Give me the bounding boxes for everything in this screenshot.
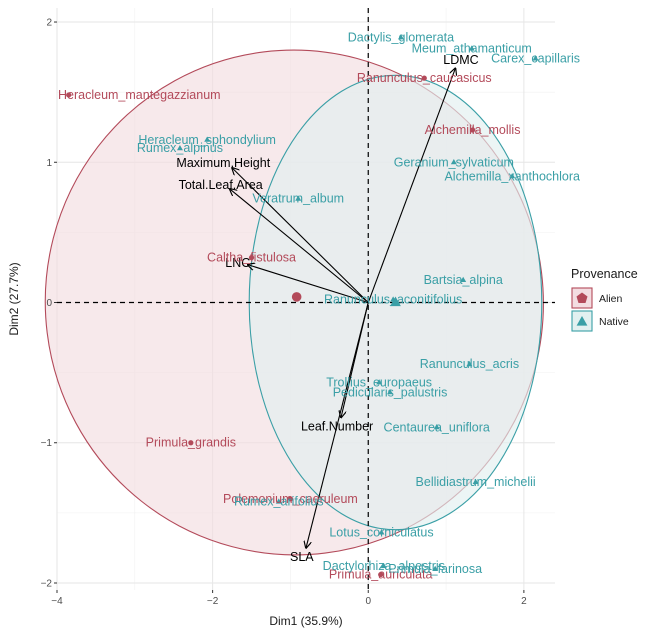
arrow-maximum-height <box>232 168 369 303</box>
point-primula-auriculata <box>378 571 384 578</box>
x-axis-title: Dim1 (35.9%) <box>269 614 342 628</box>
y-tick-label: −1 <box>41 438 53 449</box>
point-label-bartsia-alpina: Bartsia_alpina <box>424 273 503 287</box>
point-bartsia-alpina <box>460 276 467 283</box>
point-label-lotus-corniculatus: Lotus_corniculatus <box>329 526 433 540</box>
variable-label-ldmc: LDMC <box>443 53 478 67</box>
centroid-native <box>390 296 401 307</box>
x-tick-label: −4 <box>51 596 63 607</box>
point-label-alchemilla-mollis: Alchemilla_mollis <box>425 123 521 137</box>
y-tick-label: −2 <box>41 578 53 589</box>
point-ranunculus-acris <box>466 360 473 367</box>
point-label-carex-capillaris: Carex_capillaris <box>491 51 580 65</box>
variable-label-lnc: LNC <box>225 256 250 270</box>
point-trollius-europaeus <box>376 379 383 385</box>
point-label-alchemilla-xanthochlora: Alchemilla_xanthochlora <box>444 169 580 183</box>
data-points <box>66 34 539 578</box>
y-axis-title: Dim2 (27.7%) <box>7 262 21 335</box>
point-label-trollius-europaeus: Trollius_europaeus <box>326 375 432 389</box>
zero-lines <box>57 8 555 590</box>
point-meum-athamanticum <box>468 45 475 51</box>
point-label-primula-auriculata: Primula_auriculata <box>329 568 433 582</box>
point-alchemilla-xanthochlora <box>509 172 516 179</box>
variable-arrows: LDMCMaximum.HeightTotal.Leaf.AreaLNCLeaf… <box>176 53 478 564</box>
variable-label-maximum-height: Maximum.Height <box>176 156 270 170</box>
arrow-lnc <box>248 265 369 304</box>
point-label-polemonium-caeruleum: Polemonium_caeruleum <box>223 492 358 506</box>
point-geranium-sylvaticum <box>450 158 457 165</box>
y-tick-label: 1 <box>46 158 52 169</box>
x-tick-label: −2 <box>207 596 219 607</box>
point-alchemilla-mollis <box>469 127 476 133</box>
point-label-heracleum-mantegazzianum: Heracleum_mantegazzianum <box>58 88 221 102</box>
axis-ticks: −4 −2 0 2 −2 −1 0 1 2 <box>41 18 528 607</box>
point-heracleum-sphondylium <box>204 136 211 142</box>
point-label-dactylorhiza-alpestris: Dactylorhiza_alpestris <box>323 559 445 573</box>
point-label-ranunculus-aconitifolius: Ranunculus_aconitifolius <box>324 293 462 307</box>
arrow-sla <box>306 302 369 548</box>
point-label-rumex-alpinus: Rumex_alpinus <box>137 141 223 155</box>
legend-symbol-alien <box>576 292 588 303</box>
point-ranunculus-caucasicus <box>421 75 427 81</box>
centroid-alien <box>291 292 302 302</box>
variable-label-sla: SLA <box>290 550 314 564</box>
point-label-veratrum-album: Veratrum_album <box>252 192 344 206</box>
y-tick-label: 0 <box>46 298 52 309</box>
point-lotus-corniculatus <box>378 529 385 535</box>
point-label-primula-farinosa: Primula_farinosa <box>388 562 482 576</box>
point-centaurea-uniflora <box>433 424 440 430</box>
point-dactylis-glomerata <box>397 34 404 40</box>
x-tick-label: 0 <box>365 596 371 607</box>
point-bellidiastrum-michelii <box>472 478 479 484</box>
point-polemonium-caeruleum <box>287 496 294 502</box>
point-pedicularis-palustris <box>387 388 394 395</box>
point-label-ranunculus-caucasicus: Ranunculus_caucasicus <box>357 71 492 85</box>
point-dactylorhiza-alpestris <box>380 562 387 569</box>
point-rumex-arifolius <box>275 498 282 504</box>
point-carex-capillaris <box>532 55 539 61</box>
point-label-rumex-arifolius: Rumex_arifolius <box>234 495 324 509</box>
point-label-bellidiastrum-michelii: Bellidiastrum_michelii <box>416 475 536 489</box>
y-tick-label: 2 <box>46 18 52 29</box>
point-caltha-fistulosa <box>248 255 255 261</box>
point-primula-farinosa <box>432 565 439 571</box>
point-labels: Heracleum_mantegazzianum Ranunculus_cauca… <box>58 30 580 581</box>
legend-label-native: Native <box>599 316 629 328</box>
point-label-primula-grandis: Primula_grandis <box>146 436 236 450</box>
legend: Provenance Alien Native <box>571 267 638 332</box>
legend-title: Provenance <box>571 267 638 281</box>
x-tick-label: 2 <box>521 596 527 607</box>
point-label-heracleum-sphondylium: Heracleum_sphondylium <box>138 133 276 147</box>
legend-label-alien: Alien <box>599 293 623 305</box>
point-rumex-alpinus <box>176 144 183 151</box>
point-label-caltha-fistulosa: Caltha_fistulosa <box>207 251 296 265</box>
point-label-centaurea-uniflora: Centaurea_uniflora <box>384 420 490 434</box>
point-label-ranunculus-acris: Ranunculus_acris <box>420 357 519 371</box>
point-primula-grandis <box>188 440 194 446</box>
variable-label-total-leaf-area: Total.Leaf.Area <box>179 178 263 192</box>
arrow-total-leaf-area <box>230 189 369 303</box>
point-label-pedicularis-palustris: Pedicularis_palustris <box>333 385 448 399</box>
legend-symbol-native <box>576 316 588 326</box>
point-heracleum-mantegazzianum <box>66 92 72 98</box>
point-label-geranium-sylvaticum: Geranium_sylvaticum <box>394 155 514 169</box>
point-label-meum-athamanticum: Meum_athamanticum <box>412 42 532 56</box>
arrow-ldmc <box>367 68 455 303</box>
point-label-dactylis-glomerata: Dactylis_glomerata <box>348 30 454 44</box>
point-veratrum-album <box>295 195 302 201</box>
